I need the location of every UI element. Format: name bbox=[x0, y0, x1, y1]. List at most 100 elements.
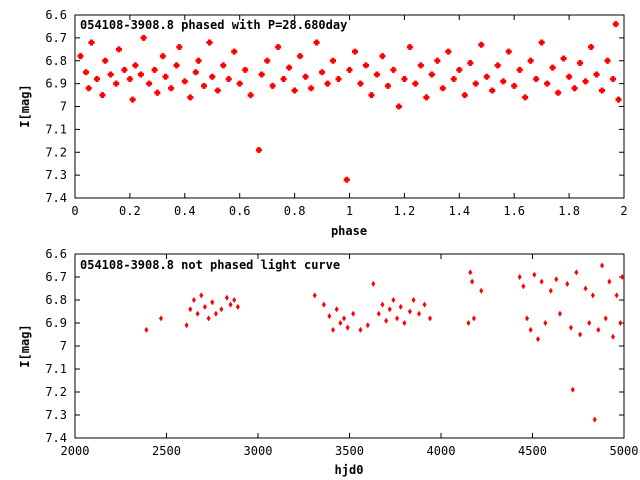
phased-data-point bbox=[85, 85, 92, 92]
phased-data-point bbox=[168, 85, 175, 92]
unphased-y-tick-label: 7.4 bbox=[45, 431, 67, 445]
phased-x-tick-label: 0 bbox=[71, 204, 78, 218]
phased-data-point bbox=[137, 71, 144, 78]
unphased-data-point bbox=[380, 301, 385, 308]
phased-data-point bbox=[181, 78, 188, 85]
phased-data-point bbox=[423, 94, 430, 101]
phased-data-point bbox=[511, 82, 518, 89]
unphased-data-point bbox=[402, 320, 407, 326]
phased-y-tick-label: 7.3 bbox=[45, 168, 67, 182]
phased-data-point bbox=[593, 71, 600, 78]
phased-x-tick-label: 2 bbox=[620, 204, 627, 218]
phased-data-point bbox=[88, 39, 95, 46]
unphased-data-point bbox=[206, 315, 211, 322]
phased-data-point bbox=[286, 64, 293, 71]
unphased-data-point bbox=[479, 287, 484, 294]
phased-data-point bbox=[154, 89, 161, 96]
unphased-plot-title: 054108-3908.8 not phased light curve bbox=[80, 258, 340, 272]
unphased-data-point bbox=[159, 315, 164, 322]
phased-data-point bbox=[313, 39, 320, 46]
unphased-data-point bbox=[554, 276, 559, 283]
unphased-data-point bbox=[391, 297, 396, 303]
phased-data-point bbox=[445, 48, 452, 55]
unphased-data-point bbox=[574, 269, 579, 276]
phased-data-point bbox=[516, 66, 523, 73]
phased-data-point bbox=[461, 92, 468, 99]
phased-y-tick-label: 7 bbox=[60, 100, 67, 114]
phased-data-point bbox=[346, 66, 353, 73]
unphased-data-point bbox=[568, 324, 573, 331]
unphased-y-tick-label: 6.6 bbox=[45, 247, 67, 261]
unphased-data-point bbox=[213, 310, 218, 317]
phased-data-point bbox=[335, 76, 342, 83]
unphased-data-point bbox=[351, 310, 356, 317]
phased-data-point bbox=[406, 44, 413, 51]
unphased-data-point bbox=[232, 297, 237, 303]
unphased-data-point bbox=[191, 297, 196, 303]
phased-data-point bbox=[357, 80, 364, 87]
unphased-data-point bbox=[199, 292, 204, 299]
phased-data-point bbox=[297, 53, 304, 60]
phased-light-curve-panel: phase I[mag] 0 0.2 0.4 0.6 0.8 1 1.2 1.4 1.6 1.8 2… bbox=[18, 8, 628, 238]
phased-data-point bbox=[275, 44, 282, 51]
phased-data-point bbox=[412, 80, 419, 87]
phased-data-point bbox=[209, 73, 216, 80]
phased-data-point bbox=[247, 92, 254, 99]
phased-data-point bbox=[577, 60, 584, 67]
unphased-data-point bbox=[371, 280, 376, 287]
phased-data-point bbox=[225, 76, 232, 83]
unphased-y-tick-label: 6.8 bbox=[45, 293, 67, 307]
phased-data-point bbox=[132, 62, 139, 69]
phased-data-point bbox=[126, 76, 133, 83]
unphased-data-point bbox=[365, 322, 370, 329]
unphased-x-tick-label: 4500 bbox=[518, 444, 547, 458]
phased-x-tick-label: 0.6 bbox=[229, 204, 251, 218]
unphased-data-point bbox=[592, 416, 597, 423]
unphased-data-point bbox=[224, 294, 229, 301]
phased-data-point bbox=[291, 87, 298, 94]
phased-data-point bbox=[173, 62, 180, 69]
phased-data-point bbox=[146, 80, 153, 87]
unphased-x-tick-label: 2000 bbox=[61, 444, 90, 458]
phased-data-point bbox=[604, 57, 611, 64]
phased-data-point bbox=[192, 69, 199, 76]
phased-data-point bbox=[258, 71, 265, 78]
unphased-data-point bbox=[528, 326, 533, 333]
phased-x-tick-label: 0.2 bbox=[119, 204, 141, 218]
unphased-data-point bbox=[517, 274, 522, 280]
phased-data-point bbox=[129, 96, 136, 103]
unphased-data-point bbox=[321, 301, 326, 308]
phased-data-point bbox=[390, 66, 397, 73]
unphased-data-point bbox=[535, 336, 540, 343]
unphased-data-point bbox=[188, 306, 193, 313]
phased-data-point bbox=[500, 78, 507, 85]
phased-data-point bbox=[379, 53, 386, 60]
unphased-data-point bbox=[228, 301, 233, 308]
unphased-data-point bbox=[195, 310, 200, 317]
phased-data-point bbox=[77, 53, 84, 60]
unphased-data-point bbox=[596, 326, 601, 333]
unphased-y-tick-label: 7 bbox=[60, 339, 67, 353]
unphased-data-point bbox=[548, 287, 553, 294]
unphased-data-point bbox=[611, 333, 616, 340]
phased-x-tick-label: 0.8 bbox=[284, 204, 306, 218]
phased-data-point bbox=[140, 34, 147, 41]
unphased-y-tick-label: 6.7 bbox=[45, 270, 67, 284]
phased-data-point bbox=[434, 57, 441, 64]
phased-data-point bbox=[478, 41, 485, 48]
phased-data-point bbox=[121, 66, 128, 73]
phased-data-point bbox=[324, 80, 331, 87]
phased-data-point bbox=[560, 55, 567, 62]
unphased-data-point bbox=[395, 315, 400, 322]
unphased-data-point bbox=[603, 315, 608, 322]
phased-data-point bbox=[107, 71, 114, 78]
unphased-x-tick-label: 4000 bbox=[427, 444, 456, 458]
phased-data-point bbox=[343, 176, 350, 183]
phased-data-point bbox=[489, 87, 496, 94]
unphased-data-point bbox=[590, 292, 595, 299]
phased-y-tick-label: 6.9 bbox=[45, 77, 67, 91]
unphased-data-point bbox=[184, 322, 189, 329]
phased-data-point bbox=[544, 80, 551, 87]
phased-data-point bbox=[472, 80, 479, 87]
